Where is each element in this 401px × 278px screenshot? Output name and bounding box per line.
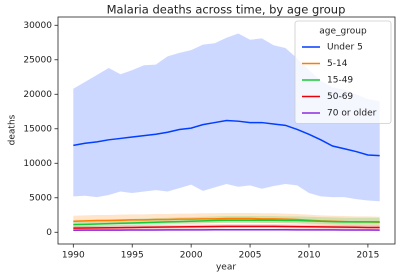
chart-title: Malaria deaths across time, by age group <box>107 3 346 17</box>
x-tick-label: 2010 <box>298 251 321 261</box>
series-line <box>73 225 380 229</box>
confidence-band <box>73 216 380 228</box>
legend-label: 15-49 <box>327 76 353 86</box>
y-tick-label: 25000 <box>23 55 52 65</box>
y-tick-label: 15000 <box>23 124 52 134</box>
legend-label: Under 5 <box>327 43 363 53</box>
y-tick-label: 0 <box>46 228 52 238</box>
plot-frame <box>57 16 396 245</box>
x-tick-label: 1995 <box>121 251 144 261</box>
x-tick-label: 2000 <box>180 251 203 261</box>
series-line <box>73 219 380 226</box>
legend-label: 5-14 <box>327 59 348 69</box>
x-tick-label: 1990 <box>62 251 85 261</box>
legend-label: 50-69 <box>327 92 353 102</box>
y-tick-label: 20000 <box>23 90 52 100</box>
x-axis-label: year <box>216 263 236 273</box>
y-axis-label: deaths <box>8 114 18 145</box>
y-tick-label: 30000 <box>23 21 52 31</box>
y-tick-label: 10000 <box>23 159 52 169</box>
series-line <box>73 119 380 157</box>
x-tick-label: 2005 <box>239 251 262 261</box>
x-tick-label: 2015 <box>356 251 379 261</box>
legend-title: age_group <box>319 27 367 37</box>
y-tick-label: 5000 <box>29 193 52 203</box>
legend-label: 70 or older <box>327 109 377 119</box>
